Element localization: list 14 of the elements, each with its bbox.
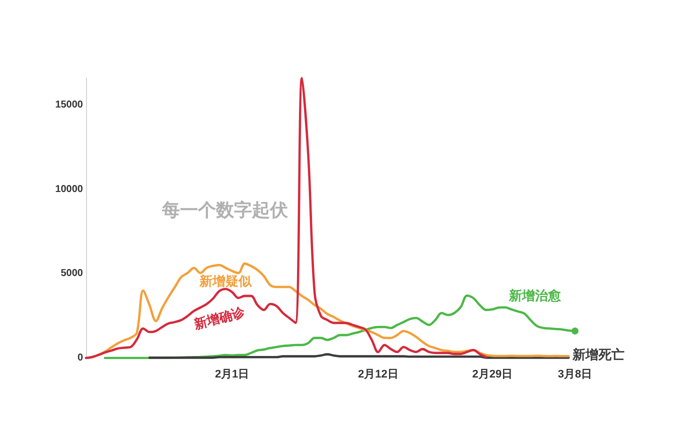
y-tick-label: 15000	[55, 99, 84, 110]
y-tick-label: 0	[77, 352, 84, 364]
annotation: 每一个数字起伏	[161, 200, 289, 220]
series-label: 新增疑似	[198, 273, 253, 288]
y-tick-label: 5000	[60, 268, 84, 280]
line-series	[84, 76, 488, 360]
x-tick-label: 2月12日	[358, 368, 398, 380]
x-tick-label: 2月29日	[472, 368, 513, 380]
y-tick-label: 10000	[55, 184, 84, 195]
series-label: 新增死亡	[572, 347, 625, 362]
x-tick-label: 2月1日	[214, 368, 250, 380]
series-label: 新增治愈	[508, 288, 562, 303]
text: 新增确诊	[191, 304, 248, 332]
x-tick-label: 3月8日	[558, 368, 592, 380]
